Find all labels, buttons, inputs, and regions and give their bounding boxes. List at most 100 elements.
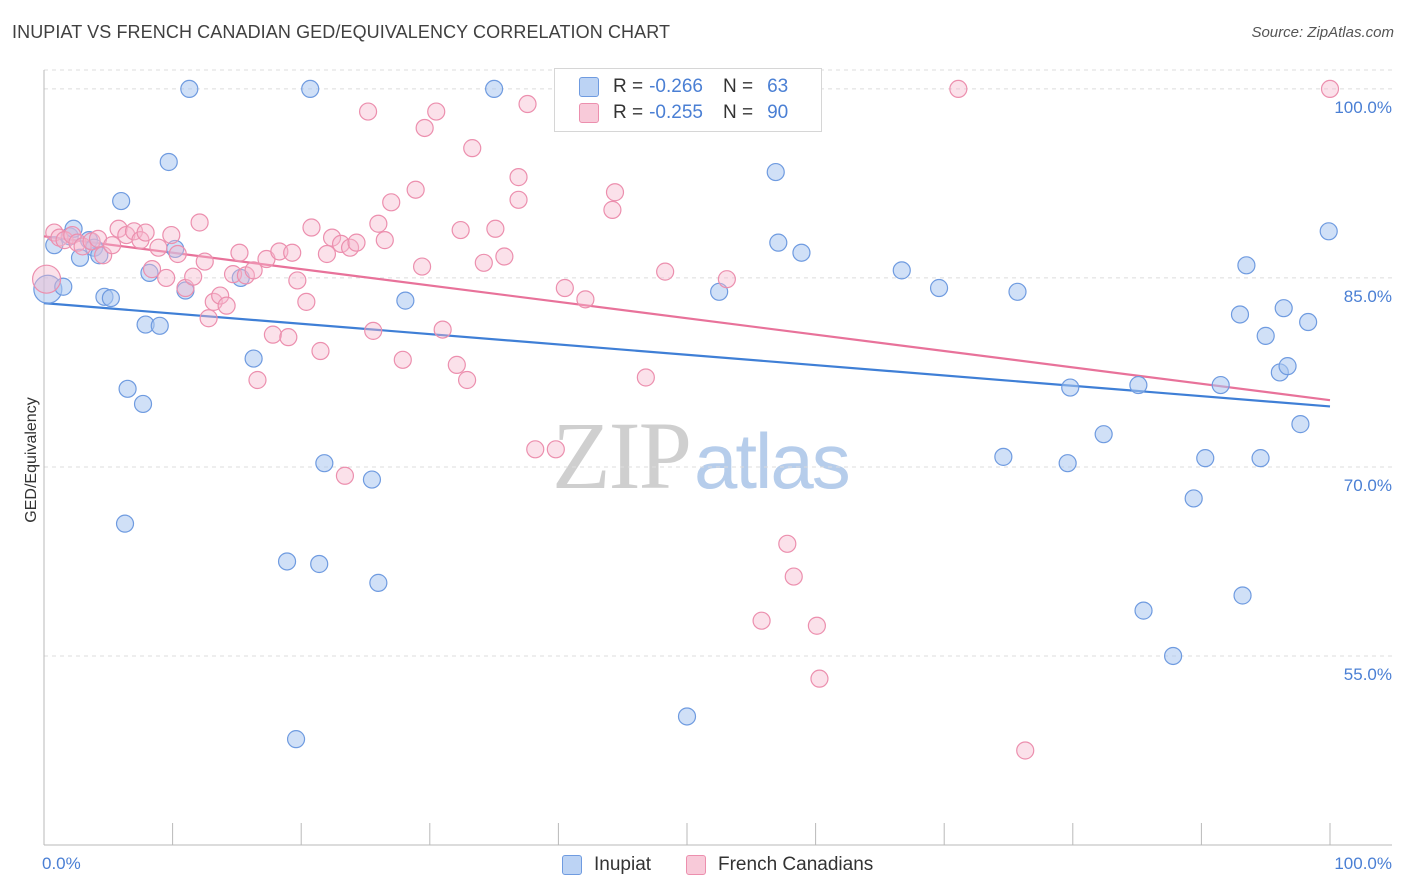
point-french-canadians <box>31 264 62 294</box>
watermark: ZIPatlas <box>552 400 851 511</box>
point-french-canadians <box>331 234 351 254</box>
correlation-legend: R = -0.266 N = 63 R = -0.255 N = 90 <box>554 68 822 132</box>
point-inupiat <box>315 454 334 473</box>
point-inupiat <box>1061 378 1080 397</box>
legend-row-inupiat: R = -0.266 N = 63 <box>579 74 788 100</box>
x-tick-label: 0.0% <box>42 854 81 873</box>
legend-label-inupiat: Inupiat <box>594 854 652 875</box>
trend-line-inupiat <box>43 302 1331 408</box>
x-tick-label: 100.0% <box>1334 854 1392 873</box>
point-inupiat <box>1274 299 1293 318</box>
point-inupiat <box>1008 282 1027 301</box>
point-french-canadians <box>451 220 470 240</box>
point-french-canadians <box>495 247 514 266</box>
point-french-canadians <box>576 290 595 309</box>
point-french-canadians <box>103 236 122 255</box>
n-value: 90 <box>767 102 789 123</box>
point-french-canadians <box>317 244 337 264</box>
point-french-canadians <box>778 534 797 553</box>
point-french-canadians <box>1320 79 1340 99</box>
point-inupiat <box>769 233 788 252</box>
point-inupiat <box>1237 256 1256 275</box>
point-inupiat <box>1211 375 1230 395</box>
y-tick-label: 70.0% <box>1344 476 1392 495</box>
n-label: N = <box>722 102 754 123</box>
point-inupiat <box>54 277 73 296</box>
point-inupiat <box>1094 425 1113 444</box>
point-french-canadians <box>270 242 289 261</box>
point-inupiat <box>1251 449 1270 468</box>
point-inupiat <box>244 349 263 368</box>
axes <box>43 70 1392 846</box>
point-inupiat <box>929 278 949 298</box>
point-french-canadians <box>142 260 162 279</box>
point-inupiat <box>1230 305 1250 324</box>
legend-item-inupiat[interactable]: Inupiat <box>562 852 651 878</box>
point-french-canadians <box>509 190 528 209</box>
point-french-canadians <box>279 328 298 347</box>
point-inupiat <box>118 379 137 398</box>
source-credit: Source: ZipAtlas.com <box>1251 24 1394 41</box>
point-french-canadians <box>375 231 394 250</box>
point-french-canadians <box>656 262 675 281</box>
point-inupiat <box>1164 646 1183 666</box>
point-french-canadians <box>393 350 412 369</box>
point-french-canadians <box>195 252 214 271</box>
point-inupiat <box>70 248 90 267</box>
point-inupiat <box>369 573 388 592</box>
point-inupiat <box>133 394 153 414</box>
point-french-canadians <box>94 246 113 265</box>
data-points <box>31 79 1340 760</box>
point-french-canadians <box>810 669 829 688</box>
point-inupiat <box>301 79 320 99</box>
point-inupiat <box>1256 326 1275 345</box>
point-french-canadians <box>288 271 307 290</box>
legend-swatch-pink <box>686 855 706 875</box>
point-inupiat <box>159 152 178 172</box>
point-french-canadians <box>447 355 466 374</box>
point-french-canadians <box>406 180 425 199</box>
point-french-canadians <box>427 102 446 121</box>
watermark-atlas: atlas <box>694 417 851 505</box>
point-french-canadians <box>518 94 537 114</box>
legend-row-french-canadians: R = -0.255 N = 90 <box>579 100 788 126</box>
point-french-canadians <box>555 278 574 298</box>
tick-labels: 55.0% 70.0% 85.0% 100.0% 0.0% 100.0% <box>42 98 1392 873</box>
point-inupiat <box>310 554 329 574</box>
point-french-canadians <box>248 370 267 390</box>
point-french-canadians <box>244 261 263 280</box>
point-french-canadians <box>297 292 316 311</box>
point-french-canadians <box>322 228 342 247</box>
point-inupiat <box>277 552 297 571</box>
point-french-canadians <box>364 321 383 340</box>
y-tick-label: 100.0% <box>1334 98 1392 117</box>
legend-swatch-blue <box>562 855 582 875</box>
y-tick-label: 85.0% <box>1344 287 1392 306</box>
point-french-canadians <box>369 214 388 233</box>
point-french-canadians <box>546 440 565 459</box>
n-value: 63 <box>767 76 789 97</box>
legend-item-french-canadians[interactable]: French Canadians <box>686 852 873 878</box>
r-label: R = <box>613 76 644 97</box>
point-french-canadians <box>605 183 625 202</box>
point-french-canadians <box>184 267 203 286</box>
point-french-canadians <box>168 244 187 264</box>
point-french-canadians <box>358 102 378 121</box>
point-inupiat <box>1058 454 1077 473</box>
legend-label-french-canadians: French Canadians <box>718 854 874 875</box>
point-french-canadians <box>230 243 249 262</box>
point-french-canadians <box>603 200 622 219</box>
point-french-canadians <box>415 118 434 138</box>
point-french-canadians <box>509 168 528 187</box>
point-inupiat <box>1319 222 1338 241</box>
r-label: R = <box>613 102 644 123</box>
point-inupiat <box>1184 489 1203 508</box>
point-french-canadians <box>157 268 176 288</box>
point-inupiat <box>362 470 382 489</box>
point-french-canadians <box>199 309 218 328</box>
point-french-canadians <box>335 466 355 485</box>
point-french-canadians <box>311 341 330 361</box>
point-inupiat <box>101 288 120 308</box>
point-inupiat <box>892 261 911 280</box>
point-french-canadians <box>526 440 545 459</box>
